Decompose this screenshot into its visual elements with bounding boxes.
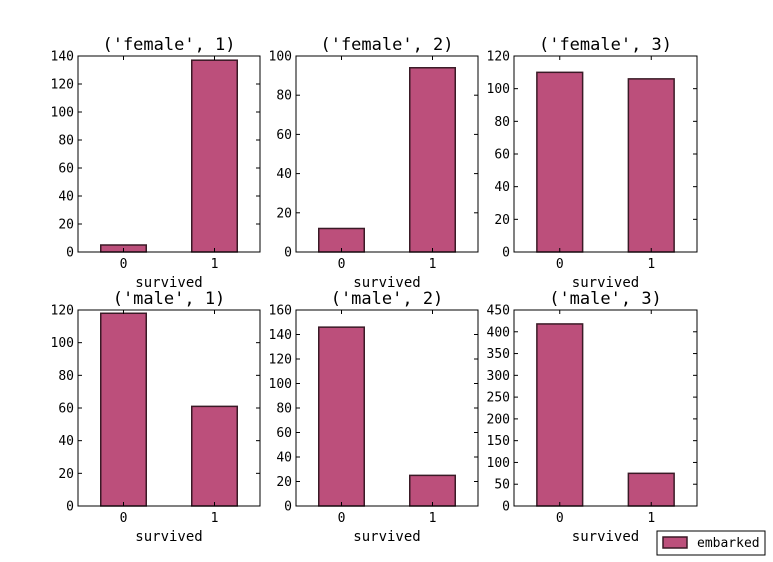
y-tick-label: 40 <box>276 451 292 466</box>
x-tick-label: 1 <box>211 257 219 272</box>
y-tick-label: 350 <box>487 347 510 362</box>
y-tick-label: 160 <box>269 304 292 319</box>
y-tick-label: 40 <box>276 167 292 182</box>
x-tick-label: 1 <box>647 257 655 272</box>
y-tick-label: 80 <box>494 115 510 130</box>
x-axis-label: survived <box>135 275 202 291</box>
subplot-6: 0 50 100 150 200 250 300 350 400 450 0 1 ('male', 3)… <box>487 289 698 545</box>
bar-1 <box>409 474 456 507</box>
y-tick-label: 20 <box>494 213 510 228</box>
y-tick-label: 0 <box>502 500 510 515</box>
y-tick-label: 120 <box>51 78 74 93</box>
x-tick-label: 0 <box>338 511 346 526</box>
y-tick-label: 400 <box>487 325 510 340</box>
y-tick-label: 40 <box>58 190 74 205</box>
y-tick-label: 0 <box>502 246 510 261</box>
x-tick-label: 0 <box>120 257 128 272</box>
subplot-3: 0 20 40 60 80 100 120 0 1 ('female', 3) survived <box>487 35 698 291</box>
bar-1 <box>191 59 238 253</box>
y-tick-label: 80 <box>276 89 292 104</box>
y-tick-label: 120 <box>51 304 74 319</box>
legend: embarked <box>656 530 766 556</box>
y-tick-label: 250 <box>487 391 510 406</box>
y-tick-label: 80 <box>276 402 292 417</box>
y-tick-label: 60 <box>58 162 74 177</box>
subplot-5: 0 20 40 60 80 100 120 140 160 0 1 ('male', 2) surviv… <box>269 289 479 545</box>
subplot-title: ('female', 2) <box>320 35 453 55</box>
bar-0 <box>536 323 584 507</box>
x-tick-label: 1 <box>429 257 437 272</box>
bar-0 <box>536 71 584 253</box>
subplot-title: ('male', 1) <box>113 289 226 309</box>
x-tick-label: 0 <box>556 257 564 272</box>
bar-1 <box>627 472 675 507</box>
bar-1 <box>627 78 675 253</box>
legend-swatch <box>662 536 688 549</box>
legend-label: embarked <box>697 536 760 551</box>
x-axis-label: survived <box>353 275 420 291</box>
y-tick-label: 140 <box>269 328 292 343</box>
y-tick-label: 100 <box>51 106 74 121</box>
x-axis-label: survived <box>572 529 639 545</box>
y-tick-label: 100 <box>487 456 510 471</box>
y-tick-label: 150 <box>487 434 510 449</box>
axes-frame <box>77 55 261 253</box>
y-tick-label: 60 <box>494 148 510 163</box>
y-tick-label: 100 <box>51 336 74 351</box>
y-tick-label: 50 <box>494 478 510 493</box>
y-tick-label: 120 <box>269 353 292 368</box>
axes-frame <box>295 55 479 253</box>
y-tick-label: 450 <box>487 304 510 319</box>
y-tick-label: 80 <box>58 134 74 149</box>
y-tick-label: 40 <box>58 434 74 449</box>
bar-1 <box>409 67 456 253</box>
y-tick-label: 40 <box>494 180 510 195</box>
y-tick-label: 60 <box>276 426 292 441</box>
x-axis-label: survived <box>353 529 420 545</box>
x-tick-label: 1 <box>211 511 219 526</box>
y-tick-label: 140 <box>51 50 74 65</box>
y-tick-label: 60 <box>58 402 74 417</box>
y-tick-label: 120 <box>487 50 510 65</box>
x-tick-label: 0 <box>556 511 564 526</box>
y-tick-label: 20 <box>276 206 292 221</box>
y-tick-label: 300 <box>487 369 510 384</box>
y-tick-label: 0 <box>284 500 292 515</box>
subplot-title: ('male', 2) <box>331 289 444 309</box>
bar-1 <box>191 405 238 507</box>
bar-0 <box>318 326 365 507</box>
x-tick-label: 1 <box>429 511 437 526</box>
y-tick-label: 80 <box>58 369 74 384</box>
y-tick-label: 100 <box>487 82 510 97</box>
y-tick-label: 20 <box>58 218 74 233</box>
y-tick-label: 20 <box>58 467 74 482</box>
x-tick-label: 0 <box>120 511 128 526</box>
y-tick-label: 20 <box>276 475 292 490</box>
subplot-4: 0 20 40 60 80 100 120 0 1 ('male', 1) survived <box>51 289 261 545</box>
y-tick-label: 0 <box>66 500 74 515</box>
x-axis-label: survived <box>572 275 639 291</box>
y-tick-label: 200 <box>487 412 510 427</box>
y-tick-label: 0 <box>284 246 292 261</box>
subplot-1: 0 20 40 60 80 100 120 140 0 1 ('female', 1) survive… <box>51 35 261 291</box>
subplot-title: ('female', 3) <box>539 35 672 55</box>
y-tick-label: 60 <box>276 128 292 143</box>
y-tick-label: 0 <box>66 246 74 261</box>
subplot-2: 0 20 40 60 80 100 0 1 ('female', 2) survived <box>269 35 479 291</box>
x-axis-label: survived <box>135 529 202 545</box>
subplot-title: ('female', 1) <box>102 35 235 55</box>
subplot-title: ('male', 3) <box>549 289 662 309</box>
x-tick-label: 0 <box>338 257 346 272</box>
y-tick-label: 100 <box>269 50 292 65</box>
axes-frame <box>513 309 698 507</box>
y-tick-label: 100 <box>269 377 292 392</box>
x-tick-label: 1 <box>647 511 655 526</box>
bar-0 <box>100 312 147 507</box>
